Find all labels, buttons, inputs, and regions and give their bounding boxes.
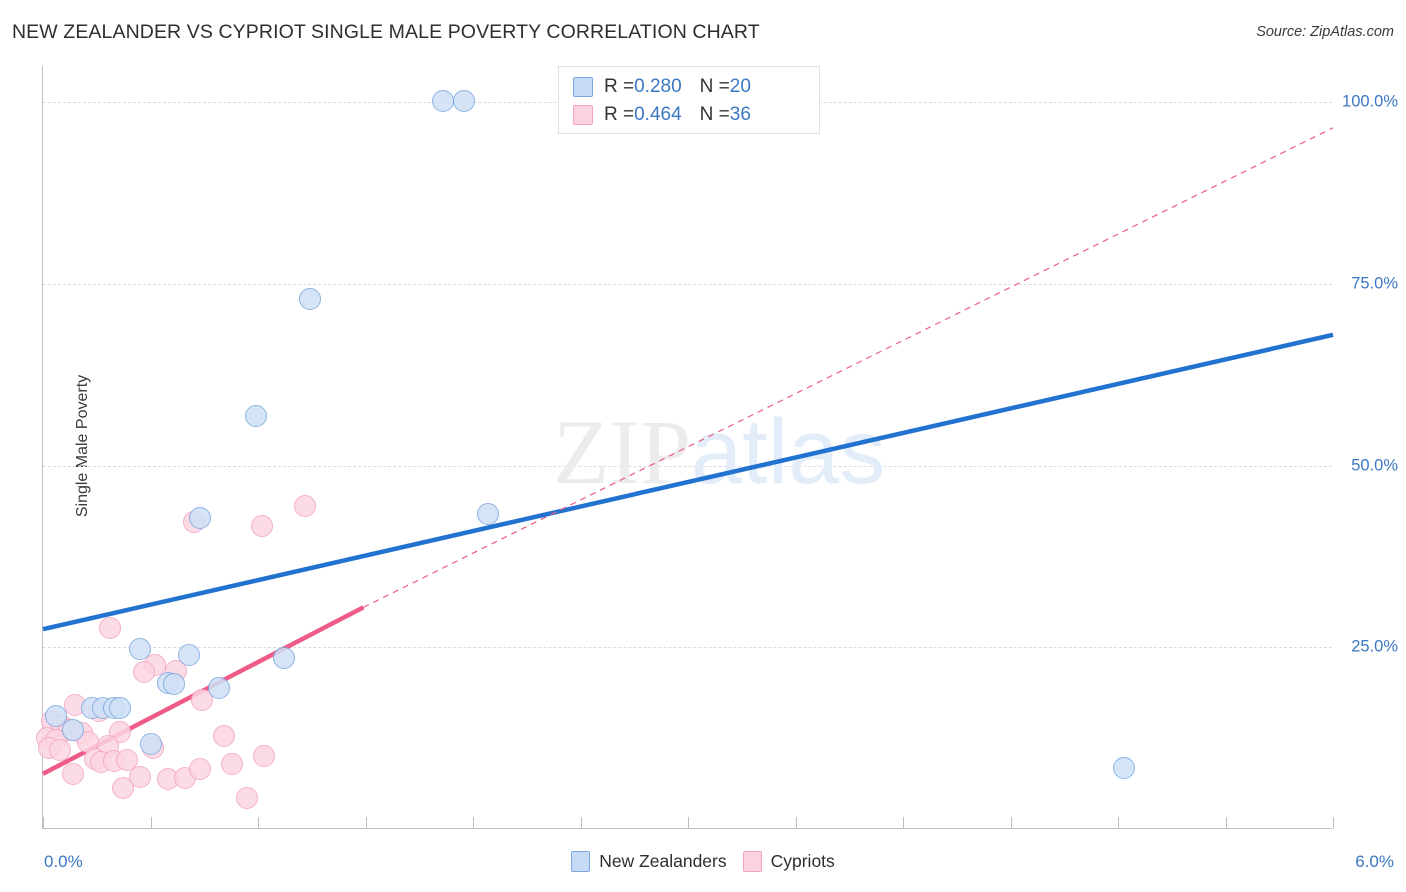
- y-axis-tick-label: 75.0%: [1351, 274, 1398, 293]
- y-axis-tick-label: 100.0%: [1342, 92, 1398, 111]
- data-point-new-zealander[interactable]: [109, 697, 132, 720]
- y-axis-tick-label: 50.0%: [1351, 456, 1398, 475]
- data-point-new-zealander[interactable]: [178, 643, 201, 666]
- gridline: [43, 284, 1332, 285]
- x-axis-tick: [1333, 817, 1334, 829]
- trendline-new-zealanders: [42, 332, 1334, 632]
- x-axis-tick: [795, 817, 797, 829]
- legend-row-cypriots: R = 0.464 N = 36: [573, 101, 809, 129]
- data-point-cypriot[interactable]: [133, 661, 156, 684]
- data-point-cypriot[interactable]: [188, 758, 211, 781]
- legend-r-label-pink: R =: [604, 104, 635, 125]
- data-point-cypriot[interactable]: [49, 738, 72, 761]
- x-axis-max-label: 6.0%: [1355, 852, 1394, 871]
- legend-row-new-zealanders: R = 0.280 N = 20: [573, 73, 809, 101]
- plot-area: ZIPatlas: [36, 66, 1334, 829]
- series-swatch-new-zealanders: [571, 851, 591, 872]
- x-axis-tick: [903, 817, 904, 829]
- x-axis-tick: [258, 817, 259, 829]
- trendlines: [41, 127, 1334, 776]
- legend-r-value-pink: 0.464: [634, 104, 682, 125]
- data-point-cypriot[interactable]: [115, 748, 138, 771]
- x-axis-tick: [43, 817, 44, 829]
- data-point-new-zealander[interactable]: [298, 287, 321, 310]
- data-point-cypriot[interactable]: [111, 777, 134, 800]
- x-axis-tick: [1225, 817, 1227, 829]
- x-axis-tick: [1118, 817, 1119, 829]
- legend-swatch-cypriots: [573, 105, 593, 125]
- data-point-cypriot[interactable]: [221, 753, 244, 776]
- data-point-new-zealander[interactable]: [453, 89, 476, 112]
- legend-n-label-blue: N =: [699, 76, 730, 97]
- series-legend: New Zealanders Cypriots: [0, 851, 1406, 872]
- legend-r-label-blue: R =: [604, 76, 635, 97]
- correlation-legend: R = 0.280 N = 20 R = 0.464 N = 36: [558, 66, 820, 134]
- page-title: NEW ZEALANDER VS CYPRIOT SINGLE MALE POV…: [12, 21, 760, 43]
- series-label-cypriots: Cypriots: [770, 851, 835, 871]
- legend-swatch-new-zealanders: [573, 77, 593, 97]
- x-axis-tick: [150, 817, 152, 829]
- data-point-cypriot[interactable]: [98, 617, 121, 640]
- data-point-cypriot[interactable]: [212, 724, 235, 747]
- data-point-new-zealander[interactable]: [244, 405, 267, 428]
- data-point-new-zealander[interactable]: [431, 89, 454, 112]
- data-point-cypriot[interactable]: [253, 744, 276, 767]
- y-axis-tick-label: 25.0%: [1351, 637, 1398, 656]
- data-point-new-zealander[interactable]: [272, 646, 295, 669]
- data-point-cypriot[interactable]: [294, 494, 317, 517]
- data-point-new-zealander[interactable]: [477, 503, 500, 526]
- series-legend-item-new-zealanders[interactable]: New Zealanders: [571, 851, 727, 872]
- series-label-new-zealanders: New Zealanders: [599, 851, 727, 871]
- x-axis-min-label: 0.0%: [44, 852, 83, 871]
- trendline-cypriots-extrapolated: [363, 127, 1334, 608]
- x-axis-tick: [365, 817, 367, 829]
- data-point-new-zealander[interactable]: [163, 672, 186, 695]
- x-axis-tick: [688, 817, 689, 829]
- series-swatch-cypriots: [742, 851, 762, 872]
- data-point-new-zealander[interactable]: [62, 719, 85, 742]
- gridline: [43, 647, 1332, 649]
- data-point-cypriot[interactable]: [191, 688, 214, 711]
- data-point-new-zealander[interactable]: [128, 637, 151, 660]
- data-point-new-zealander[interactable]: [208, 677, 231, 700]
- x-axis-tick: [473, 817, 474, 829]
- data-point-cypriot[interactable]: [128, 765, 151, 788]
- legend-n-value-blue: 20: [729, 76, 751, 97]
- legend-r-value-blue: 0.280: [634, 76, 682, 97]
- data-point-cypriot[interactable]: [62, 762, 85, 785]
- series-legend-item-cypriots[interactable]: Cypriots: [742, 851, 835, 872]
- data-point-cypriot[interactable]: [236, 786, 259, 809]
- data-point-new-zealander[interactable]: [188, 506, 211, 529]
- data-point-new-zealander[interactable]: [44, 704, 67, 727]
- source-label: Source: ZipAtlas.com: [1256, 24, 1394, 40]
- x-axis-tick: [1010, 817, 1012, 829]
- data-point-new-zealander[interactable]: [139, 732, 162, 755]
- x-axis-tick: [580, 817, 582, 829]
- gridline: [43, 465, 1332, 467]
- data-point-cypriot[interactable]: [251, 514, 274, 537]
- legend-n-label-pink: N =: [699, 104, 730, 125]
- legend-n-value-pink: 36: [729, 104, 751, 125]
- data-point-new-zealander[interactable]: [1113, 756, 1136, 779]
